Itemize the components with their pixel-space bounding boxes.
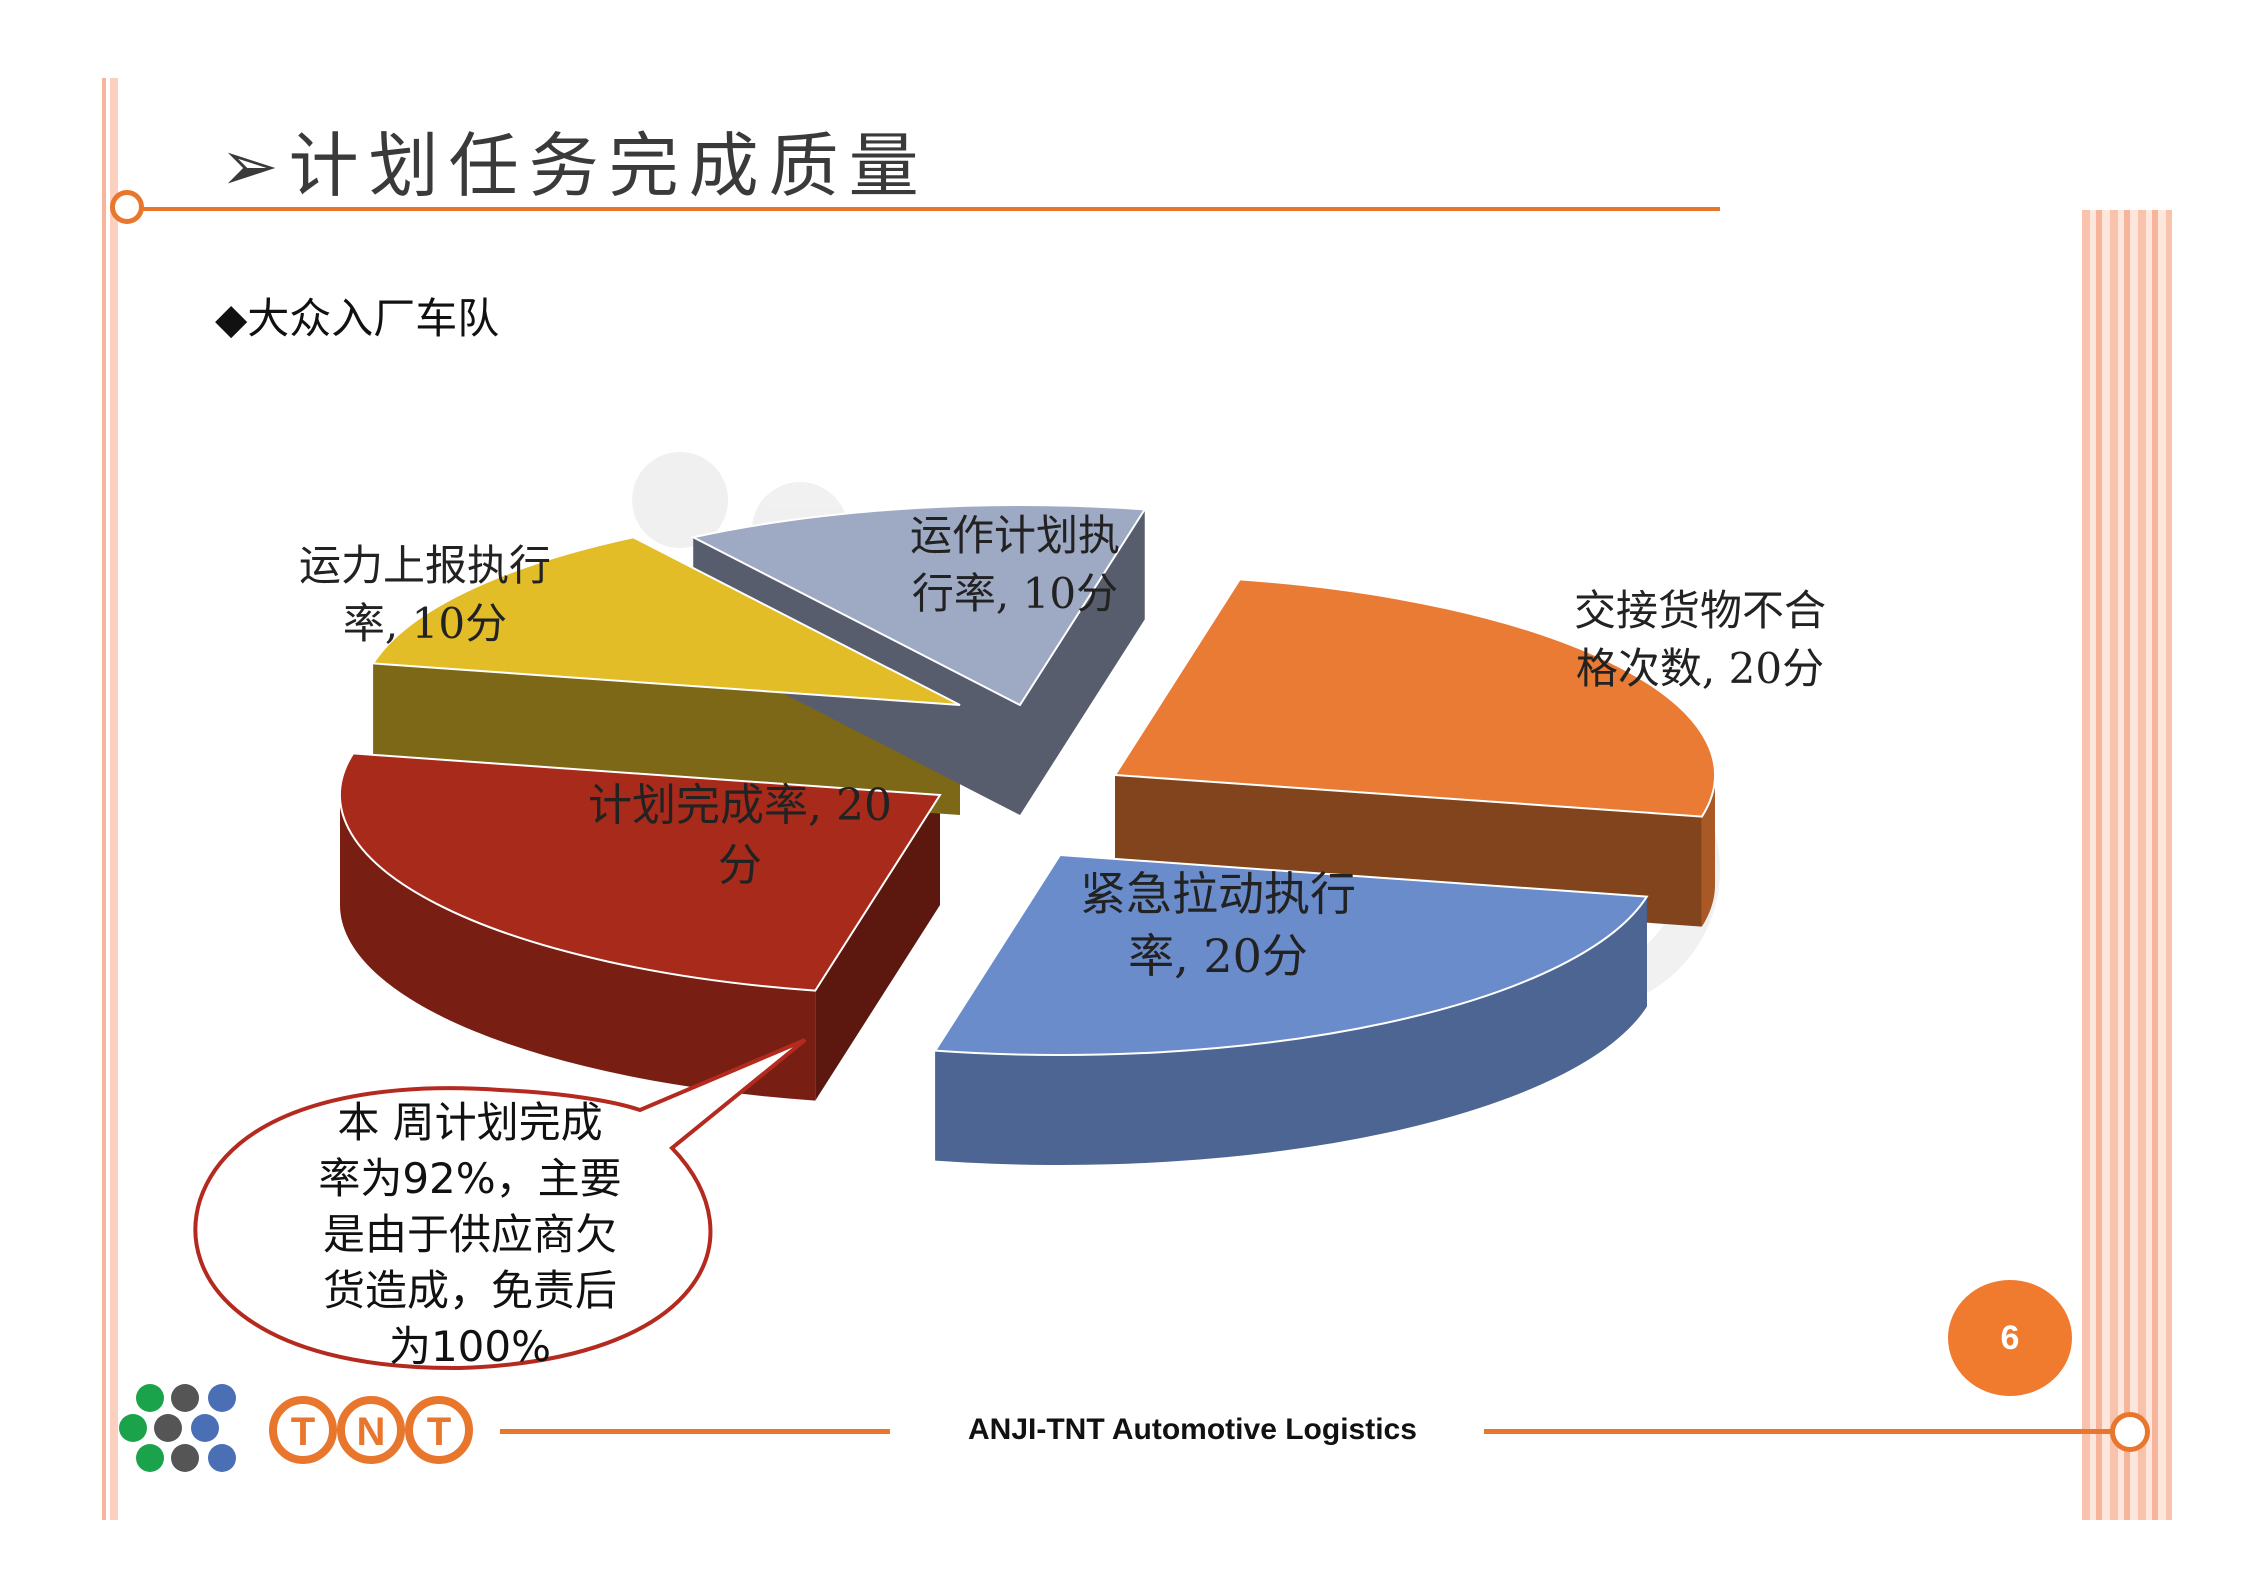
left-border-stripe bbox=[102, 78, 106, 1520]
pie-slice-label: 交接货物不合 bbox=[1574, 586, 1826, 635]
footer-line-circle bbox=[2110, 1412, 2150, 1452]
pie-slice-label: 紧急拉动执行 bbox=[1080, 867, 1356, 921]
pie-slice-cut-face bbox=[373, 537, 960, 815]
callout-line: 货造成，免责后 bbox=[322, 1266, 617, 1315]
pie-slice bbox=[933, 853, 1649, 1056]
pie-slice-label: 运力上报执行 bbox=[299, 541, 551, 590]
pie-slice-side bbox=[935, 896, 1647, 1166]
pie-slice-label: 行率, 10分 bbox=[912, 569, 1118, 618]
callout-line: 是由于供应商欠 bbox=[322, 1210, 617, 1259]
title-underline-circle bbox=[110, 190, 144, 224]
pie-slice-label: 率, 10分 bbox=[343, 599, 507, 648]
pie-tops bbox=[339, 504, 1716, 1056]
callout-line: 为100% bbox=[388, 1322, 552, 1371]
left-border-stripe-light bbox=[110, 78, 118, 1520]
callout-bubble bbox=[193, 1038, 807, 1371]
pie-slice-side bbox=[339, 795, 816, 1101]
page-number: 6 bbox=[1948, 1280, 2072, 1396]
pie-slice-label: 计划完成率, 20 bbox=[588, 780, 892, 831]
svg-text:T: T bbox=[291, 1410, 315, 1454]
footer-line-left bbox=[500, 1429, 890, 1434]
right-border-stripes bbox=[2082, 210, 2172, 1520]
pie-slice-cut-face bbox=[1115, 579, 1702, 927]
pie-slice-label: 率, 20分 bbox=[1128, 929, 1308, 983]
pie-slice-label: 格次数, 20分 bbox=[1576, 644, 1824, 693]
pie-slice bbox=[339, 752, 942, 992]
callout-line: 本 周计划完成 bbox=[337, 1098, 603, 1147]
pie-slice-label: 运作计划执 bbox=[910, 511, 1120, 560]
footer-text: ANJI-TNT Automotive Logistics bbox=[968, 1413, 1417, 1446]
slide-subtitle: ◆大众入厂车队 bbox=[215, 294, 500, 343]
pie-slice-cut-face bbox=[693, 509, 1145, 815]
svg-text:N: N bbox=[357, 1410, 386, 1454]
pie-slice bbox=[371, 536, 961, 706]
pie-slice bbox=[690, 504, 1147, 707]
title-underline bbox=[130, 207, 1720, 211]
svg-text:T: T bbox=[427, 1410, 451, 1454]
pie-slice bbox=[1113, 578, 1716, 818]
footer-line-right bbox=[1484, 1429, 2124, 1434]
slide-title: ➢计划任务完成质量 bbox=[220, 125, 929, 207]
pie-slice-label: 分 bbox=[718, 840, 762, 891]
callout-text: 本 周计划完成 率为92%，主要 是由于供应商欠 货造成，免责后 为100% bbox=[280, 1095, 660, 1375]
callout-line: 率为92%，主要 bbox=[318, 1154, 622, 1203]
company-logo: T N T bbox=[119, 1384, 473, 1472]
